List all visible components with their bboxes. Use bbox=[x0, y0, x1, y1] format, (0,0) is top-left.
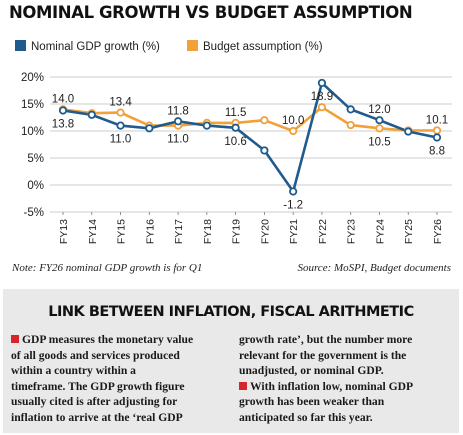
explainer-box: LINK BETWEEN INFLATION, FISCAL ARITHMETI… bbox=[3, 289, 459, 433]
explainer-right-column: growth rate’, but the number more releva… bbox=[239, 332, 455, 426]
y-tick-label: 5% bbox=[27, 153, 44, 165]
explainer-line: relevant for the government is the bbox=[239, 348, 407, 362]
data-point-nominal bbox=[87, 110, 96, 119]
legend-label-budget: Budget assumption (%) bbox=[203, 41, 323, 53]
x-tick-label: FY24 bbox=[374, 219, 386, 244]
data-point-nominal bbox=[202, 121, 211, 130]
y-tick-label: -5% bbox=[24, 207, 44, 219]
y-tick-label: 20% bbox=[21, 72, 44, 84]
data-point-nominal bbox=[289, 187, 298, 196]
x-tick-label: FY13 bbox=[58, 219, 70, 244]
chart-title: NOMINAL GROWTH VS BUDGET ASSUMPTION bbox=[9, 3, 413, 22]
data-label: 18.9 bbox=[311, 91, 333, 103]
x-tick-label: FY23 bbox=[346, 219, 358, 244]
data-point-nominal bbox=[173, 117, 183, 126]
legend-item-budget: Budget assumption (%) bbox=[187, 40, 323, 53]
data-point-nominal bbox=[404, 127, 413, 136]
y-tick-label: 0% bbox=[27, 180, 44, 192]
legend-swatch-budget bbox=[187, 40, 198, 51]
data-label: 8.8 bbox=[429, 145, 445, 157]
data-point-nominal bbox=[432, 133, 442, 142]
data-label: -1.2 bbox=[283, 199, 303, 211]
data-label: 14.0 bbox=[52, 93, 74, 105]
data-label: 10.5 bbox=[368, 136, 390, 148]
data-label: 11.0 bbox=[167, 134, 189, 146]
explainer-left-column: GDP measures the monetary value of all g… bbox=[11, 332, 233, 426]
explainer-line: inflation to arrive at the ‘real GDP bbox=[11, 410, 183, 424]
data-label: 10.0 bbox=[282, 115, 304, 127]
data-label: 12.0 bbox=[368, 104, 390, 116]
data-label: 11.0 bbox=[110, 134, 132, 146]
data-point-budget bbox=[346, 120, 355, 130]
x-tick-label: FY14 bbox=[87, 219, 99, 244]
y-tick-label: 15% bbox=[21, 99, 44, 111]
x-tick-label: FY19 bbox=[231, 219, 243, 244]
series-line-budget bbox=[62, 105, 437, 133]
data-label: 13.8 bbox=[52, 118, 74, 130]
explainer-line: growth rate’, but the number more bbox=[239, 333, 413, 346]
x-tick-label: FY26 bbox=[432, 219, 444, 244]
data-point-nominal bbox=[260, 146, 269, 155]
data-label: 10.6 bbox=[224, 136, 246, 148]
x-tick-label: FY17 bbox=[173, 219, 185, 244]
data-label: 11.8 bbox=[167, 105, 189, 117]
bullet-icon bbox=[239, 381, 247, 390]
explainer-line: usually cited is after adjusting for bbox=[11, 395, 178, 409]
chart-note: Note: FY26 nominal GDP growth is for Q1 bbox=[12, 262, 203, 274]
chart-source: Source: MoSPI, Budget documents bbox=[297, 262, 451, 274]
data-point-budget bbox=[432, 126, 442, 135]
legend-item-nominal: Nominal GDP growth (%) bbox=[15, 40, 160, 53]
data-point-budget bbox=[289, 126, 298, 136]
explainer-line: anticipated so far this year. bbox=[239, 410, 373, 424]
x-tick-label: FY18 bbox=[202, 219, 214, 244]
data-point-budget bbox=[375, 124, 384, 133]
bullet-icon bbox=[11, 335, 19, 343]
x-tick-label: FY21 bbox=[288, 219, 300, 244]
explainer-line: within a country within a bbox=[11, 364, 136, 378]
legend-swatch-nominal bbox=[15, 40, 26, 51]
data-point-nominal bbox=[375, 116, 384, 125]
explainer-line: of all goods and services produced bbox=[11, 348, 180, 362]
data-point-nominal bbox=[58, 106, 68, 115]
explainer-line: unadjusted, or nominal GDP. bbox=[239, 364, 384, 378]
x-tick-label: FY16 bbox=[144, 219, 156, 244]
y-tick-label: 10% bbox=[21, 126, 44, 138]
data-point-nominal bbox=[231, 123, 240, 132]
explainer-line: growth has been weaker than bbox=[239, 395, 385, 409]
data-point-nominal bbox=[346, 105, 355, 114]
explainer-line: timeframe. The GDP growth figure bbox=[11, 379, 185, 393]
x-tick-label: FY22 bbox=[317, 219, 329, 244]
legend-label-nominal: Nominal GDP growth (%) bbox=[31, 41, 160, 53]
explainer-heading: LINK BETWEEN INFLATION, FISCAL ARITHMETI… bbox=[48, 304, 414, 320]
explainer-line: GDP measures the monetary value bbox=[11, 332, 233, 348]
x-tick-label: FY25 bbox=[403, 219, 415, 244]
explainer-line: With inflation low, nominal GDP bbox=[239, 379, 455, 395]
data-label: 11.5 bbox=[225, 107, 247, 119]
data-point-budget bbox=[116, 108, 125, 117]
data-point-nominal bbox=[116, 121, 125, 130]
line-chart: 20% 15% 10% 5% 0% -5% FY13 FY14 FY15 FY16 FY17 FY18… bbox=[21, 72, 452, 244]
data-point-nominal bbox=[145, 124, 154, 133]
x-tick-label: FY15 bbox=[116, 219, 128, 244]
data-point-budget bbox=[260, 116, 269, 125]
data-label: 13.4 bbox=[109, 97, 132, 109]
data-point-nominal bbox=[317, 78, 327, 88]
data-point-budget bbox=[317, 103, 327, 112]
data-label: 10.1 bbox=[426, 114, 448, 126]
x-tick-label: FY20 bbox=[259, 219, 271, 244]
series-line-nominal bbox=[62, 81, 438, 193]
